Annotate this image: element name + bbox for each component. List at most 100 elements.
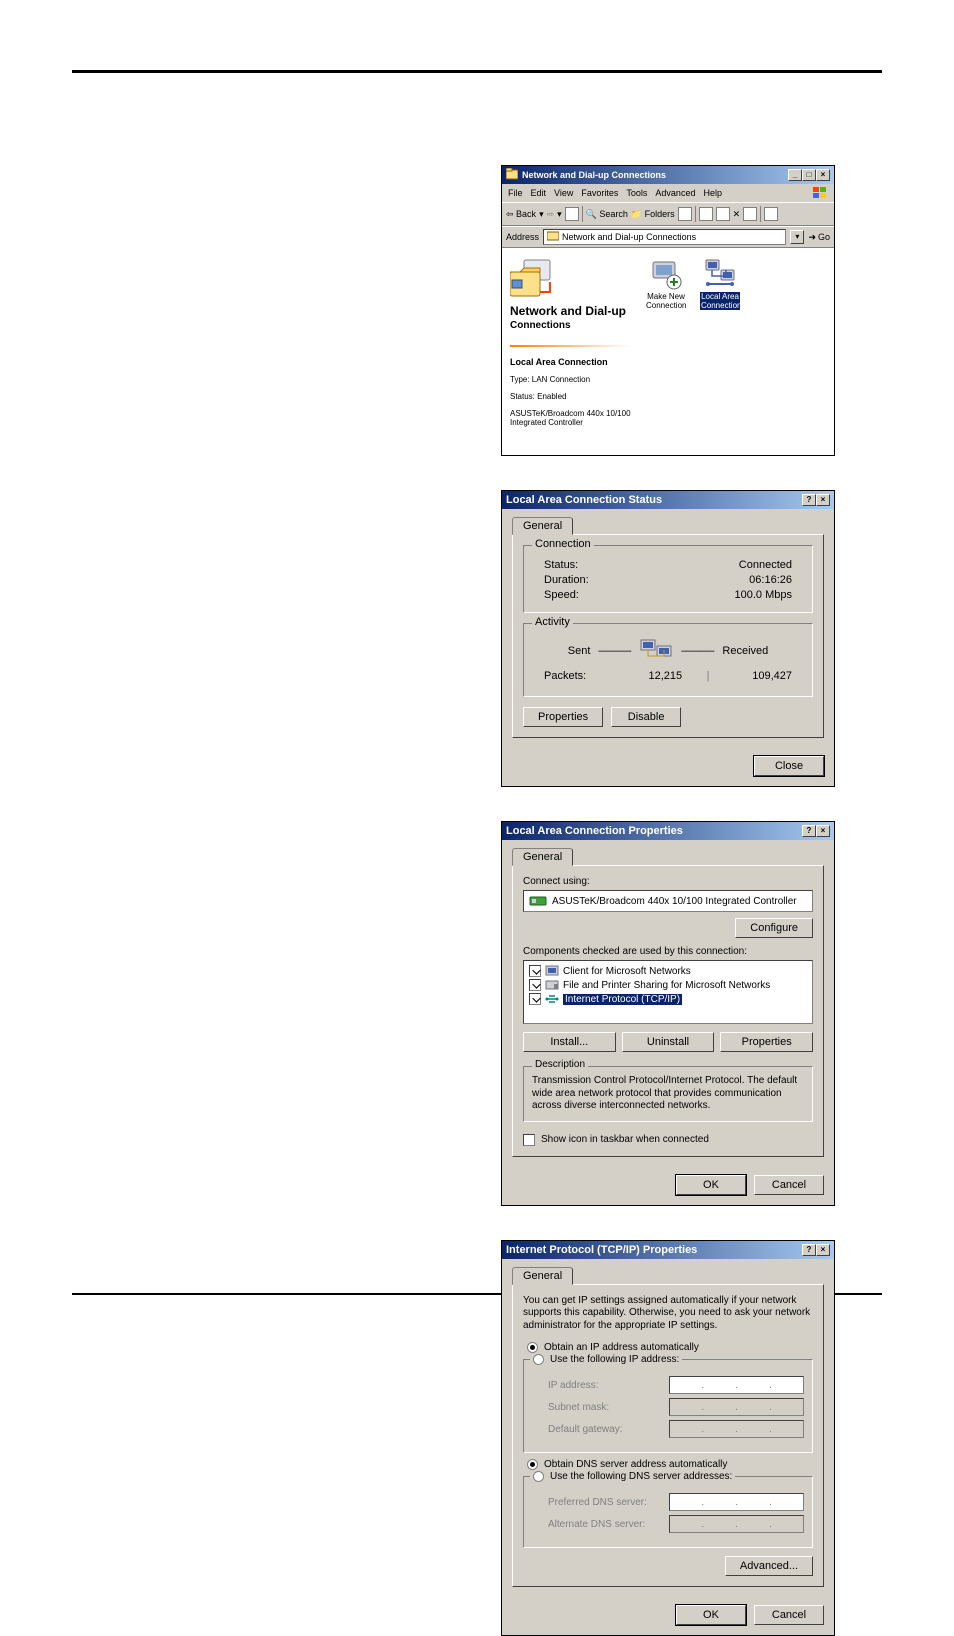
gateway-field: ... <box>669 1420 804 1438</box>
tab-panel: Connection Status:Connected Duration:06:… <box>512 534 824 738</box>
service-icon <box>545 979 559 991</box>
menu-favorites[interactable]: Favorites <box>581 188 618 198</box>
address-dropdown[interactable]: ▾ <box>790 230 804 244</box>
show-icon-checkbox[interactable] <box>523 1134 535 1146</box>
pane-title: Network and Dial-up <box>510 304 640 318</box>
checkbox-icon[interactable] <box>529 979 541 991</box>
tab-general[interactable]: General <box>512 848 573 866</box>
copy-icon[interactable] <box>716 207 730 221</box>
toolbar: ⇦ Back ▾ ⇨ ▾ 🔍 Search 📁 Folders ✕ <box>502 202 834 226</box>
address-field[interactable]: Network and Dial-up Connections <box>543 229 786 245</box>
status-key: Status: <box>544 559 578 571</box>
disable-button[interactable]: Disable <box>611 707 681 727</box>
ok-button[interactable]: OK <box>676 1605 746 1625</box>
item-label: File and Printer Sharing for Microsoft N… <box>563 980 770 991</box>
description-group: Description Transmission Control Protoco… <box>523 1066 813 1122</box>
uninstall-button[interactable]: Uninstall <box>622 1032 715 1052</box>
subnet-label: Subnet mask: <box>548 1402 669 1413</box>
dialog-titlebar[interactable]: Local Area Connection Status ? × <box>502 491 834 509</box>
tcpip-properties-dialog: Internet Protocol (TCP/IP) Properties ? … <box>501 1240 835 1636</box>
cancel-button[interactable]: Cancel <box>754 1175 824 1195</box>
windows-logo-icon <box>812 186 828 200</box>
ok-button[interactable]: OK <box>676 1175 746 1195</box>
advanced-button[interactable]: Advanced... <box>725 1556 813 1576</box>
local-area-connection-icon[interactable]: Local Area Connection <box>700 258 740 435</box>
back-button[interactable]: ⇦ Back <box>506 209 536 220</box>
adapter-name: ASUSTeK/Broadcom 440x 10/100 Integrated … <box>552 896 797 907</box>
folders-button[interactable]: 📁 Folders <box>631 209 675 220</box>
menu-bar: File Edit View Favorites Tools Advanced … <box>502 184 834 202</box>
tab-general[interactable]: General <box>512 1267 573 1285</box>
type-line: Type: LAN Connection <box>510 375 640 384</box>
history-icon[interactable] <box>678 207 692 221</box>
ip-auto-radio[interactable] <box>527 1342 538 1353</box>
dash: ——— <box>598 645 631 657</box>
activity-icon <box>639 638 673 664</box>
close-button[interactable]: × <box>816 494 830 506</box>
menu-edit[interactable]: Edit <box>531 188 547 198</box>
up-icon[interactable] <box>565 207 579 221</box>
dns-group: Use the following DNS server addresses: … <box>523 1476 813 1548</box>
properties-button[interactable]: Properties <box>720 1032 813 1052</box>
install-button[interactable]: Install... <box>523 1032 616 1052</box>
checkbox-icon[interactable] <box>529 993 541 1005</box>
go-icon: ➜ <box>808 232 816 243</box>
ip-manual-radio[interactable] <box>533 1354 544 1365</box>
close-button[interactable]: Close <box>754 756 824 776</box>
list-item[interactable]: Internet Protocol (TCP/IP) <box>527 992 809 1006</box>
pane-subtitle: Connections <box>510 320 640 331</box>
undo-icon[interactable] <box>743 207 757 221</box>
move-icon[interactable] <box>699 207 713 221</box>
go-button[interactable]: ➜ Go <box>808 232 830 243</box>
dns-pref-field: ... <box>669 1493 804 1511</box>
menu-view[interactable]: View <box>554 188 573 198</box>
dns-manual-radio[interactable] <box>533 1471 544 1482</box>
help-button[interactable]: ? <box>802 1244 816 1256</box>
group-label: Activity <box>532 616 573 628</box>
close-button[interactable]: × <box>816 825 830 837</box>
maximize-button[interactable]: □ <box>802 169 816 181</box>
properties-button[interactable]: Properties <box>523 707 603 727</box>
dns-auto-radio[interactable] <box>527 1459 538 1470</box>
close-button[interactable]: × <box>816 169 830 181</box>
received-label: Received <box>722 645 768 657</box>
close-button[interactable]: × <box>816 1244 830 1256</box>
dialog-titlebar[interactable]: Local Area Connection Properties ? × <box>502 822 834 840</box>
menu-advanced[interactable]: Advanced <box>655 188 695 198</box>
dns-manual-label: Use the following DNS server addresses: <box>550 1471 732 1482</box>
configure-button[interactable]: Configure <box>735 918 813 938</box>
make-new-connection-icon[interactable]: Make New Connection <box>646 258 686 435</box>
menu-help[interactable]: Help <box>703 188 722 198</box>
ip-auto-label: Obtain an IP address automatically <box>544 1342 699 1353</box>
duration-value: 06:16:26 <box>749 574 792 586</box>
status-value: Connected <box>739 559 792 571</box>
forward-button[interactable]: ⇨ <box>547 209 555 220</box>
dialog-titlebar[interactable]: Internet Protocol (TCP/IP) Properties ? … <box>502 1241 834 1259</box>
components-listbox[interactable]: Client for Microsoft Networks File and P… <box>523 960 813 1024</box>
network-folder-icon <box>506 168 518 182</box>
window-titlebar[interactable]: Network and Dial-up Connections _ □ × <box>502 166 834 184</box>
list-item[interactable]: File and Printer Sharing for Microsoft N… <box>527 978 809 992</box>
group-label: Connection <box>532 538 594 550</box>
content-area: Network and Dial-up Connections Local Ar… <box>502 248 834 455</box>
menu-tools[interactable]: Tools <box>626 188 647 198</box>
checkbox-icon[interactable] <box>529 965 541 977</box>
menu-file[interactable]: File <box>508 188 523 198</box>
minimize-button[interactable]: _ <box>788 169 802 181</box>
dialog-title: Local Area Connection Properties <box>506 825 683 837</box>
sent-label: Sent <box>568 645 591 657</box>
nic-icon <box>529 894 547 908</box>
tab-general[interactable]: General <box>512 517 573 535</box>
help-button[interactable]: ? <box>802 494 816 506</box>
connect-using-label: Connect using: <box>523 876 813 887</box>
network-folder-icon <box>510 258 556 298</box>
client-icon <box>545 965 559 977</box>
help-button[interactable]: ? <box>802 825 816 837</box>
cancel-button[interactable]: Cancel <box>754 1605 824 1625</box>
delete-icon[interactable]: ✕ <box>733 209 741 220</box>
item-label: Internet Protocol (TCP/IP) <box>563 994 682 1005</box>
search-button[interactable]: 🔍 Search <box>586 209 628 220</box>
dns-alt-field: ... <box>669 1515 804 1533</box>
views-icon[interactable] <box>764 207 778 221</box>
list-item[interactable]: Client for Microsoft Networks <box>527 964 809 978</box>
